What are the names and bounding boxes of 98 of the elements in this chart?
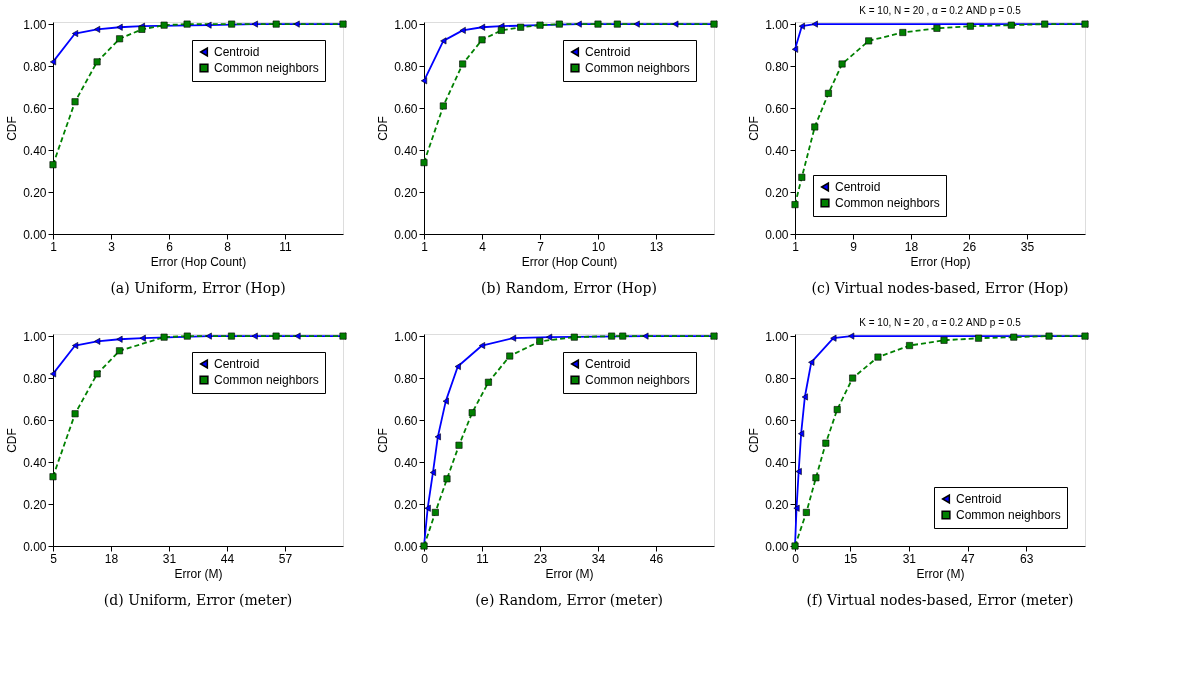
text: (d) Uniform, Error (meter) bbox=[103, 592, 293, 608]
x-tick-label: 11 bbox=[279, 239, 293, 254]
legend-label: Common neighbors bbox=[585, 373, 690, 387]
text: (e) Random, Error (meter) bbox=[475, 592, 663, 608]
text: (a) Uniform, Error (Hop) bbox=[110, 280, 286, 296]
x-tick-label: 6 bbox=[166, 239, 174, 254]
x-tick-label: 7 bbox=[537, 239, 545, 254]
legend-label: Common neighbors bbox=[956, 508, 1061, 522]
x-tick-label: 18 bbox=[904, 239, 919, 254]
y-tick-label: 0.60 bbox=[23, 101, 47, 116]
x-tick-label: 1 bbox=[792, 239, 800, 254]
x-tick-label: 15 bbox=[843, 551, 858, 566]
y-axis-title: CDF bbox=[5, 116, 20, 141]
x-tick-label: 47 bbox=[961, 551, 976, 566]
legend-label: Common neighbors bbox=[835, 196, 940, 210]
text: (c) Virtual nodes-based, Error (Hop) bbox=[811, 280, 1069, 296]
y-tick-label: 0.00 bbox=[23, 539, 47, 554]
x-tick-label: 9 bbox=[850, 239, 858, 254]
x-tick-label: 34 bbox=[591, 551, 606, 566]
legend-label: Centroid bbox=[585, 45, 631, 59]
x-tick-label: 4 bbox=[479, 239, 487, 254]
x-tick-label: 10 bbox=[591, 239, 606, 254]
y-tick-label: 0.80 bbox=[765, 371, 789, 386]
x-tick-label: 1 bbox=[50, 239, 58, 254]
y-tick-label: 0.00 bbox=[394, 227, 418, 242]
y-tick-label: 0.20 bbox=[394, 185, 418, 200]
x-tick-label: 23 bbox=[533, 551, 548, 566]
x-tick-label: 8 bbox=[224, 239, 232, 254]
y-tick-label: 0.60 bbox=[765, 413, 789, 428]
x-axis-title: Error (M) bbox=[545, 566, 594, 581]
y-axis-title: CDF bbox=[376, 428, 391, 453]
y-tick-label: 1.00 bbox=[765, 17, 789, 32]
y-tick-label: 1.00 bbox=[765, 329, 789, 344]
x-tick-label: 13 bbox=[649, 239, 664, 254]
y-tick-label: 0.20 bbox=[23, 185, 47, 200]
y-tick-label: 0.80 bbox=[394, 371, 418, 386]
y-tick-label: 0.40 bbox=[765, 143, 789, 158]
text: (f) Virtual nodes-based, Error (meter) bbox=[806, 592, 1074, 608]
y-tick-label: 0.40 bbox=[394, 455, 418, 470]
x-tick-label: 31 bbox=[162, 551, 177, 566]
x-tick-label: 3 bbox=[108, 239, 116, 254]
y-tick-label: 0.60 bbox=[394, 413, 418, 428]
x-axis-title: Error (Hop Count) bbox=[521, 254, 618, 269]
y-tick-label: 0.80 bbox=[23, 59, 47, 74]
y-tick-label: 1.00 bbox=[394, 17, 418, 32]
x-tick-label: 44 bbox=[220, 551, 235, 566]
x-tick-label: 35 bbox=[1020, 239, 1035, 254]
y-axis-title: CDF bbox=[376, 116, 391, 141]
y-tick-label: 0.20 bbox=[765, 497, 789, 512]
x-tick-label: 63 bbox=[1020, 551, 1034, 566]
y-tick-label: 1.00 bbox=[23, 17, 47, 32]
y-tick-label: 0.00 bbox=[394, 539, 418, 554]
y-axis-title: CDF bbox=[5, 428, 20, 453]
y-tick-label: 0.20 bbox=[394, 497, 418, 512]
y-tick-label: 0.60 bbox=[394, 101, 418, 116]
y-tick-label: 0.80 bbox=[765, 59, 789, 74]
y-tick-label: 0.00 bbox=[23, 227, 47, 242]
legend-label: Common neighbors bbox=[214, 373, 319, 387]
x-tick-label: 5 bbox=[50, 551, 58, 566]
x-axis-title: Error (Hop) bbox=[910, 254, 971, 269]
y-tick-label: 0.00 bbox=[765, 539, 789, 554]
legend-label: Common neighbors bbox=[585, 61, 690, 75]
x-tick-label: 11 bbox=[476, 551, 490, 566]
y-tick-label: 0.40 bbox=[765, 455, 789, 470]
x-axis-title: Error (Hop Count) bbox=[150, 254, 247, 269]
y-tick-label: 0.60 bbox=[23, 413, 47, 428]
legend-label: Centroid bbox=[214, 357, 260, 371]
x-tick-label: 0 bbox=[421, 551, 429, 566]
y-tick-label: 0.20 bbox=[765, 185, 789, 200]
x-tick-label: 31 bbox=[902, 551, 917, 566]
chart-title: K = 10, N = 20 , α = 0.2 AND p = 0.5 bbox=[859, 317, 1022, 329]
legend-label: Centroid bbox=[835, 180, 881, 194]
x-tick-label: 46 bbox=[649, 551, 664, 566]
y-tick-label: 0.40 bbox=[23, 143, 47, 158]
legend-label: Centroid bbox=[585, 357, 631, 371]
y-tick-label: 0.20 bbox=[23, 497, 47, 512]
y-tick-label: 0.40 bbox=[23, 455, 47, 470]
x-tick-label: 18 bbox=[104, 551, 119, 566]
legend-label: Centroid bbox=[214, 45, 260, 59]
y-tick-label: 0.80 bbox=[394, 59, 418, 74]
x-tick-label: 1 bbox=[421, 239, 429, 254]
legend-label: Centroid bbox=[956, 492, 1002, 506]
y-tick-label: 0.40 bbox=[394, 143, 418, 158]
y-tick-label: 1.00 bbox=[23, 329, 47, 344]
legend-label: Common neighbors bbox=[214, 61, 319, 75]
y-tick-label: 1.00 bbox=[394, 329, 418, 344]
x-tick-label: 57 bbox=[278, 551, 293, 566]
text: (b) Random, Error (Hop) bbox=[481, 280, 657, 296]
y-tick-label: 0.60 bbox=[765, 101, 789, 116]
y-axis-title: CDF bbox=[747, 428, 762, 453]
chart-title: K = 10, N = 20 , α = 0.2 AND p = 0.5 bbox=[859, 5, 1022, 17]
x-axis-title: Error (M) bbox=[916, 566, 965, 581]
y-tick-label: 0.80 bbox=[23, 371, 47, 386]
x-tick-label: 26 bbox=[962, 239, 977, 254]
x-axis-title: Error (M) bbox=[174, 566, 223, 581]
y-tick-label: 0.00 bbox=[765, 227, 789, 242]
x-tick-label: 0 bbox=[792, 551, 800, 566]
y-axis-title: CDF bbox=[747, 116, 762, 141]
